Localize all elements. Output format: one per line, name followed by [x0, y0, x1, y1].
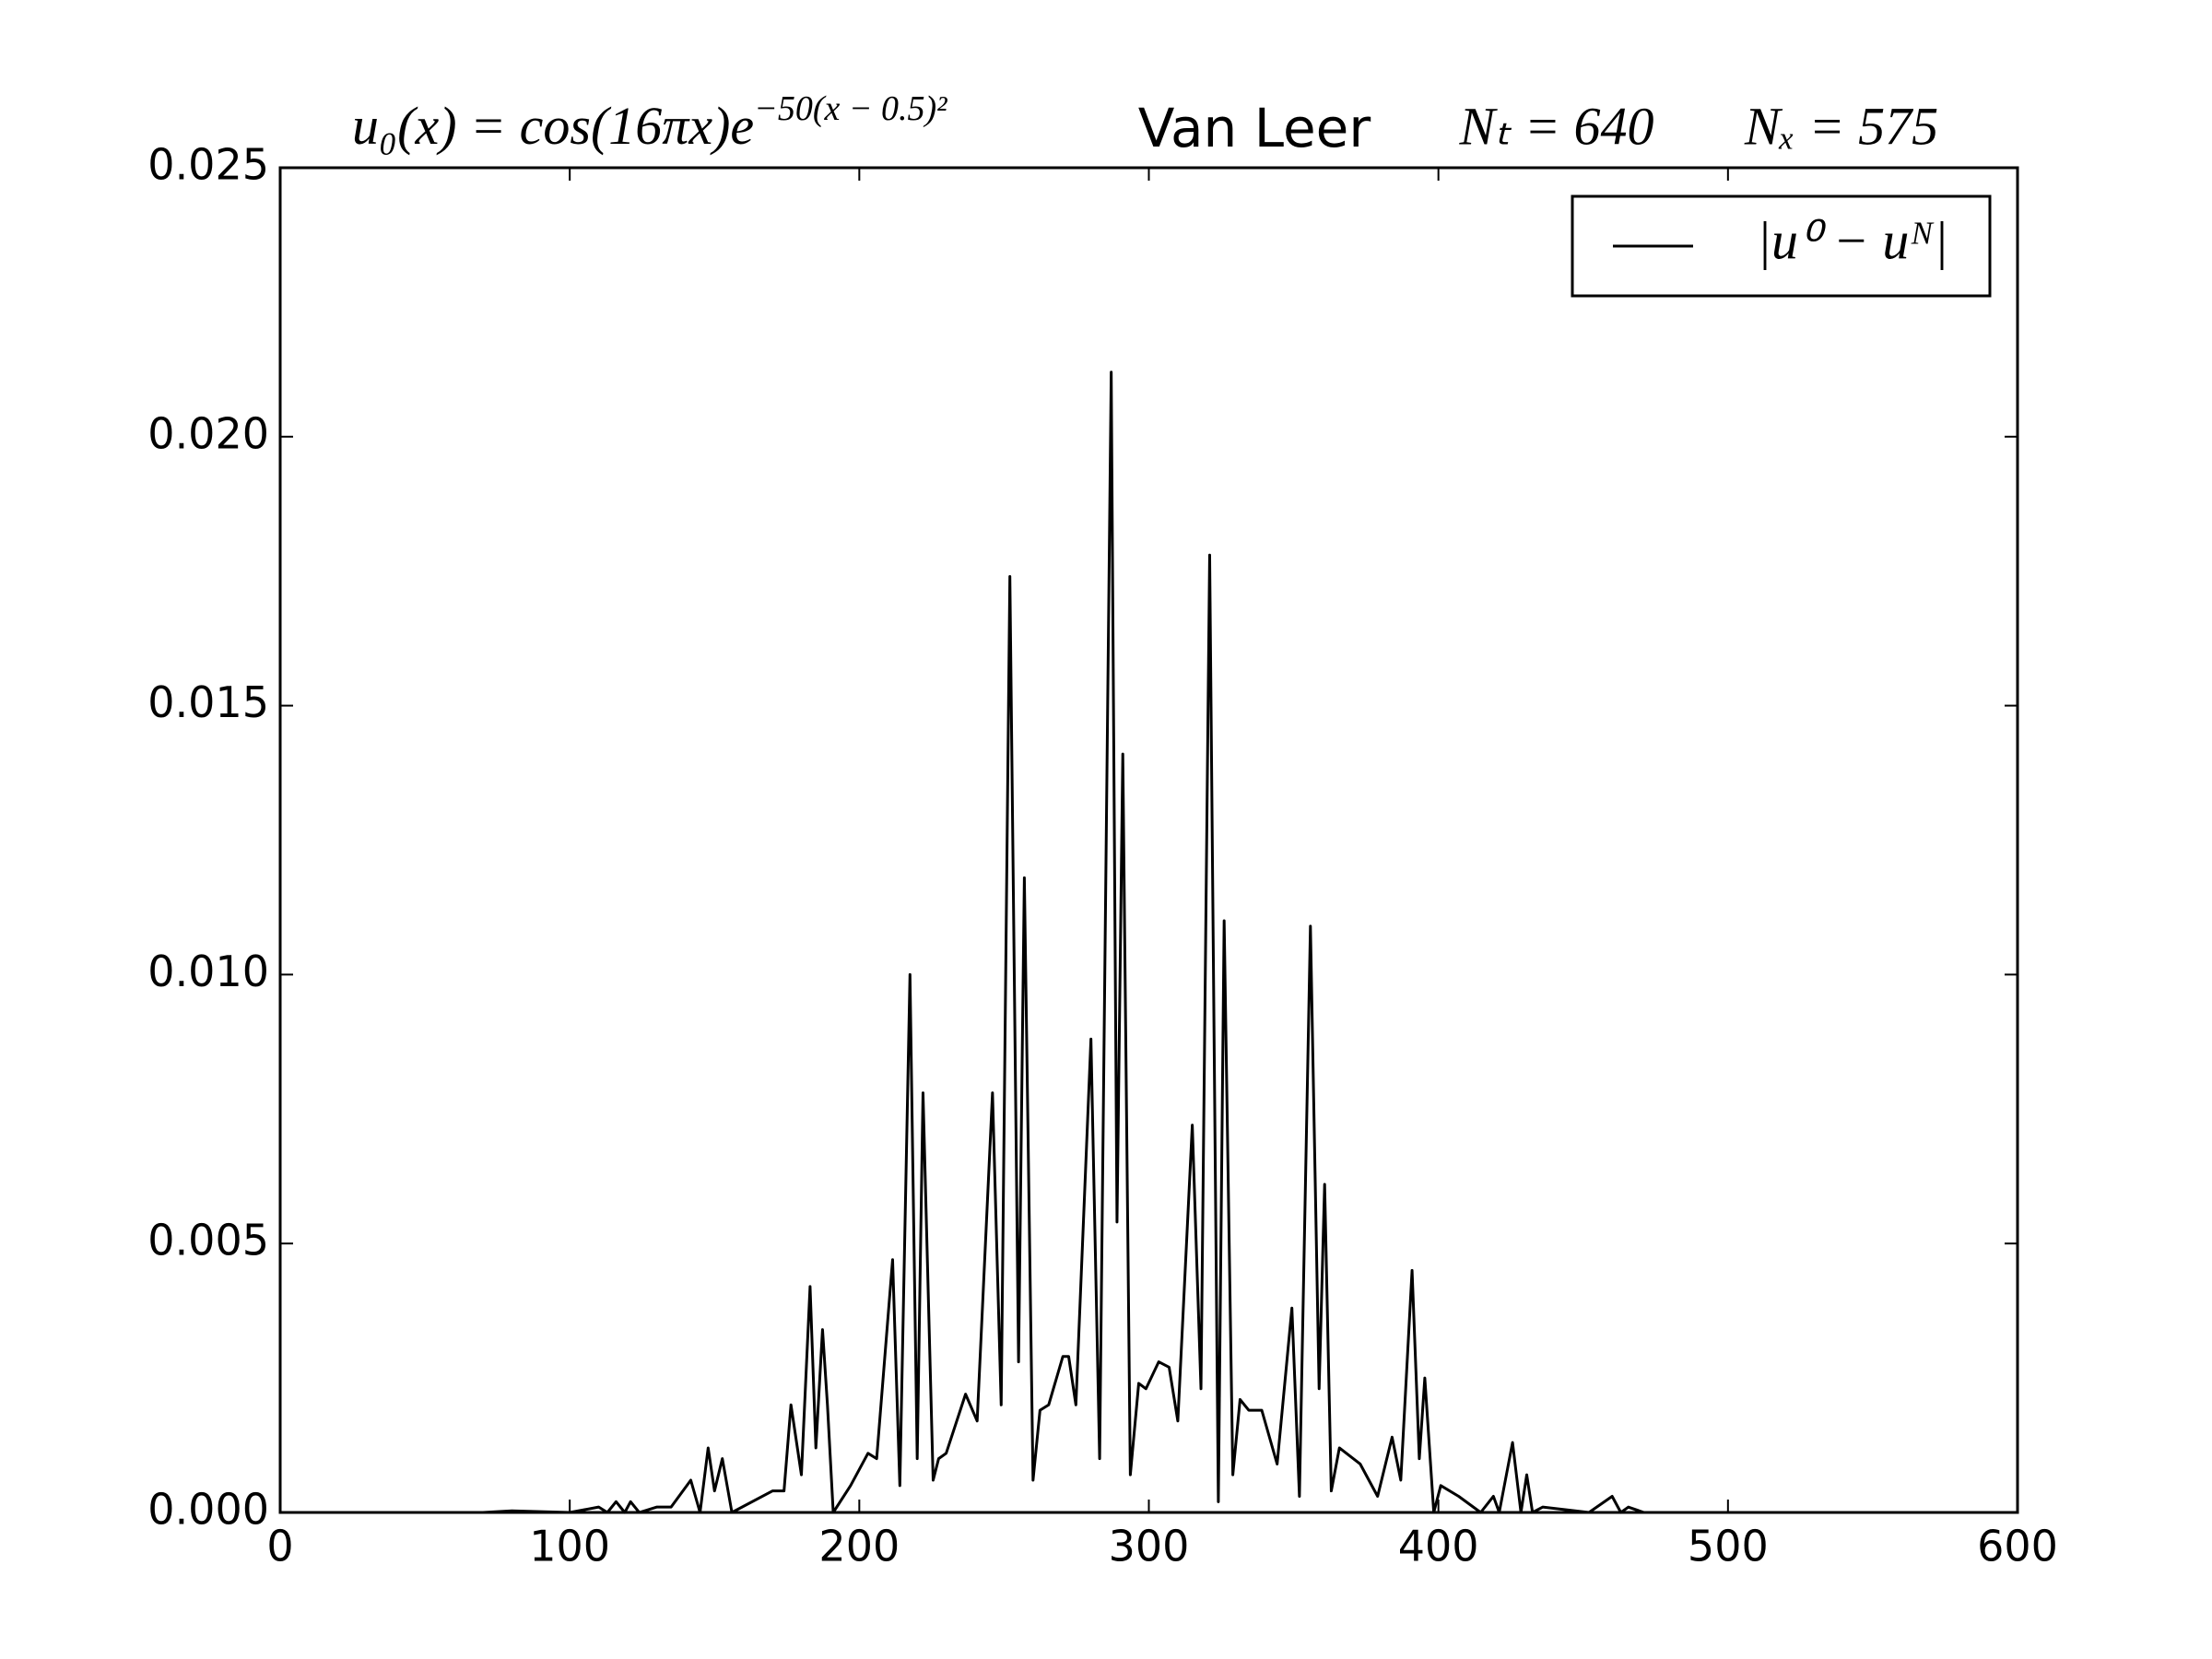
- y-tick-label: 0.005: [147, 1216, 269, 1265]
- y-tick-label: 0.015: [147, 677, 269, 727]
- title-formula-base: u₀(x) = cos(16πx)e: [352, 96, 754, 156]
- x-tick-label: 300: [1109, 1522, 1190, 1571]
- y-tick-label: 0.020: [147, 408, 269, 458]
- x-tick-label: 0: [266, 1522, 293, 1571]
- x-tick-label: 200: [818, 1522, 900, 1571]
- title-time-steps: Nₜ = 640: [1459, 96, 1654, 156]
- title-space-steps: Nₓ = 575: [1744, 96, 1938, 156]
- x-tick-label: 500: [1688, 1522, 1769, 1571]
- title-formula-exponent: −50(x − 0.5)²: [754, 89, 947, 128]
- y-tick-label: 0.025: [147, 140, 269, 190]
- plot-frame: [278, 166, 2019, 1514]
- x-tick-label: 100: [529, 1522, 610, 1571]
- x-tick-label: 400: [1398, 1522, 1479, 1571]
- title-formula: u₀(x) = cos(16πx)e−50(x − 0.5)²: [352, 89, 947, 157]
- x-tick-label: 600: [1977, 1522, 2058, 1571]
- y-tick-label: 0.010: [147, 947, 269, 996]
- legend-label: |u⁰ − uᴺ|: [1757, 210, 1948, 270]
- y-tick-label: 0.000: [147, 1485, 269, 1535]
- title-method: Van Leer: [1138, 97, 1371, 159]
